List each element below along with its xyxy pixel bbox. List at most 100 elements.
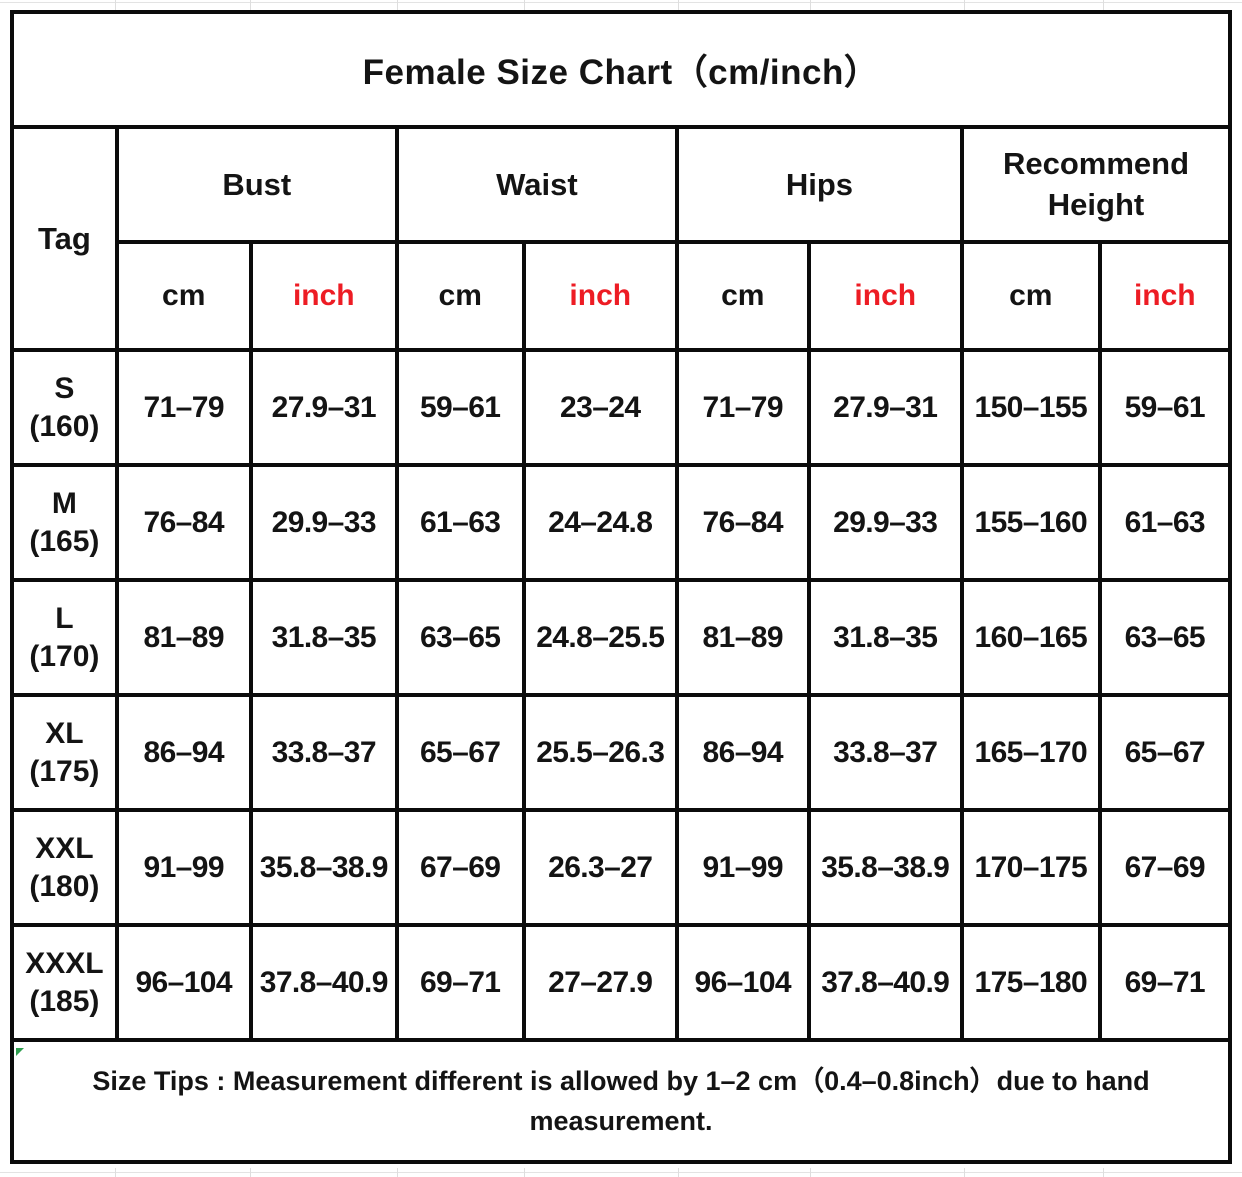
size-row-xxl: XXL (180) 91–99 35.8–38.9 67–69 26.3–27 …: [10, 808, 1233, 927]
unit-bust-inch: inch: [248, 240, 399, 352]
size-tag-cell: XXXL (185): [10, 923, 119, 1042]
bust-cm-value: 96–104: [114, 923, 253, 1042]
unit-height-inch: inch: [1097, 240, 1233, 352]
spreadsheet-gridline: [810, 0, 811, 10]
size-row-xxxl: XXXL (185) 96–104 37.8–40.9 69–71 27–27.…: [10, 923, 1233, 1042]
bust-inch-value: 35.8–38.9: [248, 808, 399, 927]
size-tag: M: [51, 487, 77, 520]
bust-cm-value: 76–84: [114, 463, 253, 582]
waist-inch-value: 24–24.8: [521, 463, 679, 582]
size-tag-height: (170): [29, 639, 100, 673]
hips-inch-value: 29.9–33: [806, 463, 964, 582]
col-header-hips: Hips: [674, 125, 964, 244]
spreadsheet-gridline: [810, 1168, 811, 1177]
size-tag-cell: XL (175): [10, 693, 119, 812]
spreadsheet-gridline: [524, 0, 525, 10]
group-header-row: Tag Bust Waist Hips Recommend Height: [10, 125, 1233, 352]
size-tag-cell: L (170): [10, 578, 119, 697]
size-tag-cell: S (160): [10, 348, 119, 467]
size-tips-row: Size Tips : Measurement different is all…: [10, 1038, 1232, 1164]
hips-cm-value: 86–94: [674, 693, 811, 812]
waist-cm-value: 65–67: [394, 693, 526, 812]
error-flag-icon: [16, 1048, 24, 1056]
unit-hips-inch: inch: [806, 240, 964, 352]
hips-inch-value: 27.9–31: [806, 348, 964, 467]
col-header-recommend-height: Recommend Height: [959, 125, 1233, 244]
height-cm-value: 175–180: [959, 923, 1102, 1042]
height-cm-value: 160–165: [959, 578, 1102, 697]
spreadsheet-gridline: [964, 0, 965, 10]
unit-height-cm: cm: [959, 240, 1102, 352]
col-header-bust: Bust: [114, 125, 399, 244]
waist-cm-value: 63–65: [394, 578, 526, 697]
col-header-waist: Waist: [394, 125, 679, 244]
bust-cm-value: 71–79: [114, 348, 253, 467]
waist-cm-value: 59–61: [394, 348, 526, 467]
unit-bust-cm: cm: [114, 240, 253, 352]
waist-cm-value: 69–71: [394, 923, 526, 1042]
height-inch-value: 63–65: [1097, 578, 1233, 697]
size-tag: S: [54, 372, 75, 405]
bust-cm-value: 81–89: [114, 578, 253, 697]
height-cm-value: 170–175: [959, 808, 1102, 927]
spreadsheet-gridline: [1103, 1168, 1104, 1177]
bust-inch-value: 27.9–31: [248, 348, 399, 467]
spreadsheet-gridline: [1103, 0, 1104, 10]
hips-cm-value: 71–79: [674, 348, 811, 467]
size-tag-height: (175): [29, 754, 100, 788]
hips-inch-value: 31.8–35: [806, 578, 964, 697]
chart-title: Female Size Chart（cm/inch）: [10, 10, 1232, 129]
spreadsheet-gridline: [115, 0, 116, 10]
bust-cm-value: 91–99: [114, 808, 253, 927]
unit-waist-cm: cm: [394, 240, 526, 352]
height-cm-value: 155–160: [959, 463, 1102, 582]
size-tag-height: (160): [29, 409, 100, 443]
size-row-xl: XL (175) 86–94 33.8–37 65–67 25.5–26.3 8…: [10, 693, 1233, 812]
waist-cm-value: 67–69: [394, 808, 526, 927]
hips-inch-value: 33.8–37: [806, 693, 964, 812]
unit-header-row: cm inch cm inch cm inch cm inch: [12, 240, 1233, 352]
bust-inch-value: 33.8–37: [248, 693, 399, 812]
spreadsheet-gridline: [678, 0, 679, 10]
waist-inch-value: 24.8–25.5: [521, 578, 679, 697]
hips-inch-value: 35.8–38.9: [806, 808, 964, 927]
size-tag-cell: M (165): [10, 463, 119, 582]
bust-inch-value: 31.8–35: [248, 578, 399, 697]
hips-cm-value: 96–104: [674, 923, 811, 1042]
size-tag-cell: XXL (180): [10, 808, 119, 927]
size-tag: XXL: [35, 832, 94, 865]
bust-inch-value: 29.9–33: [248, 463, 399, 582]
height-inch-value: 69–71: [1097, 923, 1233, 1042]
spreadsheet-gridline: [397, 1168, 398, 1177]
spreadsheet-gridline: [0, 2, 1242, 3]
unit-waist-inch: inch: [521, 240, 679, 352]
height-inch-value: 59–61: [1097, 348, 1233, 467]
bust-cm-value: 86–94: [114, 693, 253, 812]
size-tips: Size Tips : Measurement different is all…: [10, 1038, 1232, 1164]
col-header-tag: Tag: [10, 125, 119, 352]
height-inch-value: 67–69: [1097, 808, 1233, 927]
waist-inch-value: 27–27.9: [521, 923, 679, 1042]
height-inch-value: 65–67: [1097, 693, 1233, 812]
spreadsheet-gridline: [524, 1168, 525, 1177]
spreadsheet-gridline: [250, 1168, 251, 1177]
size-row-m: M (165) 76–84 29.9–33 61–63 24–24.8 76–8…: [10, 463, 1233, 582]
size-tag: XXXL: [25, 947, 104, 980]
waist-cm-value: 61–63: [394, 463, 526, 582]
unit-hips-cm: cm: [674, 240, 811, 352]
hips-cm-value: 91–99: [674, 808, 811, 927]
hips-cm-value: 76–84: [674, 463, 811, 582]
size-row-l: L (170) 81–89 31.8–35 63–65 24.8–25.5 81…: [10, 578, 1233, 697]
size-tag-height: (180): [29, 869, 100, 903]
size-tips-text: Size Tips : Measurement different is all…: [92, 1065, 1150, 1137]
height-inch-value: 61–63: [1097, 463, 1233, 582]
waist-inch-value: 25.5–26.3: [521, 693, 679, 812]
bust-inch-value: 37.8–40.9: [248, 923, 399, 1042]
hips-inch-value: 37.8–40.9: [806, 923, 964, 1042]
spreadsheet-gridline: [678, 1168, 679, 1177]
waist-inch-value: 26.3–27: [521, 808, 679, 927]
hips-cm-value: 81–89: [674, 578, 811, 697]
spreadsheet-gridline: [964, 1168, 965, 1177]
spreadsheet-gridline: [115, 1168, 116, 1177]
waist-inch-value: 23–24: [521, 348, 679, 467]
